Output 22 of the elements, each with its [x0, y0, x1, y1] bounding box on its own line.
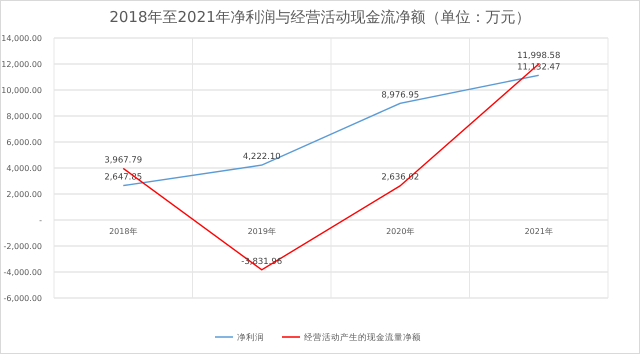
y-tick-label: 10,000.00	[1, 86, 42, 95]
y-tick-label: 6,000.00	[6, 138, 42, 147]
y-tick-label: -	[39, 216, 42, 225]
legend-label: 净利润	[237, 332, 264, 343]
y-tick-label: -6,000.00	[3, 294, 42, 303]
data-label: 8,976.95	[381, 90, 420, 100]
x-tick-label: 2021年	[524, 227, 553, 236]
y-tick-label: 2,000.00	[6, 190, 42, 199]
legend-label: 经营活动产生的现金流量净额	[304, 332, 421, 343]
x-tick-label: 2020年	[386, 227, 414, 236]
x-tick-label: 2019年	[248, 227, 276, 236]
y-tick-label: 4,000.00	[6, 164, 42, 173]
y-tick-label: 12,000.00	[1, 60, 42, 69]
y-tick-label: -2,000.00	[3, 242, 42, 251]
data-label: 4,222.10	[242, 152, 281, 162]
data-label: 3,967.79	[104, 155, 142, 166]
y-tick-label: 8,000.00	[6, 112, 42, 121]
y-tick-label: 14,000.00	[1, 34, 42, 43]
y-tick-label: -4,000.00	[3, 268, 42, 277]
data-label: 11,998.58	[517, 51, 560, 62]
x-tick-label: 2018年	[109, 227, 138, 236]
chart-title: 2018年至2021年净利润与经营活动现金流净额（单位：万元）	[109, 8, 531, 26]
